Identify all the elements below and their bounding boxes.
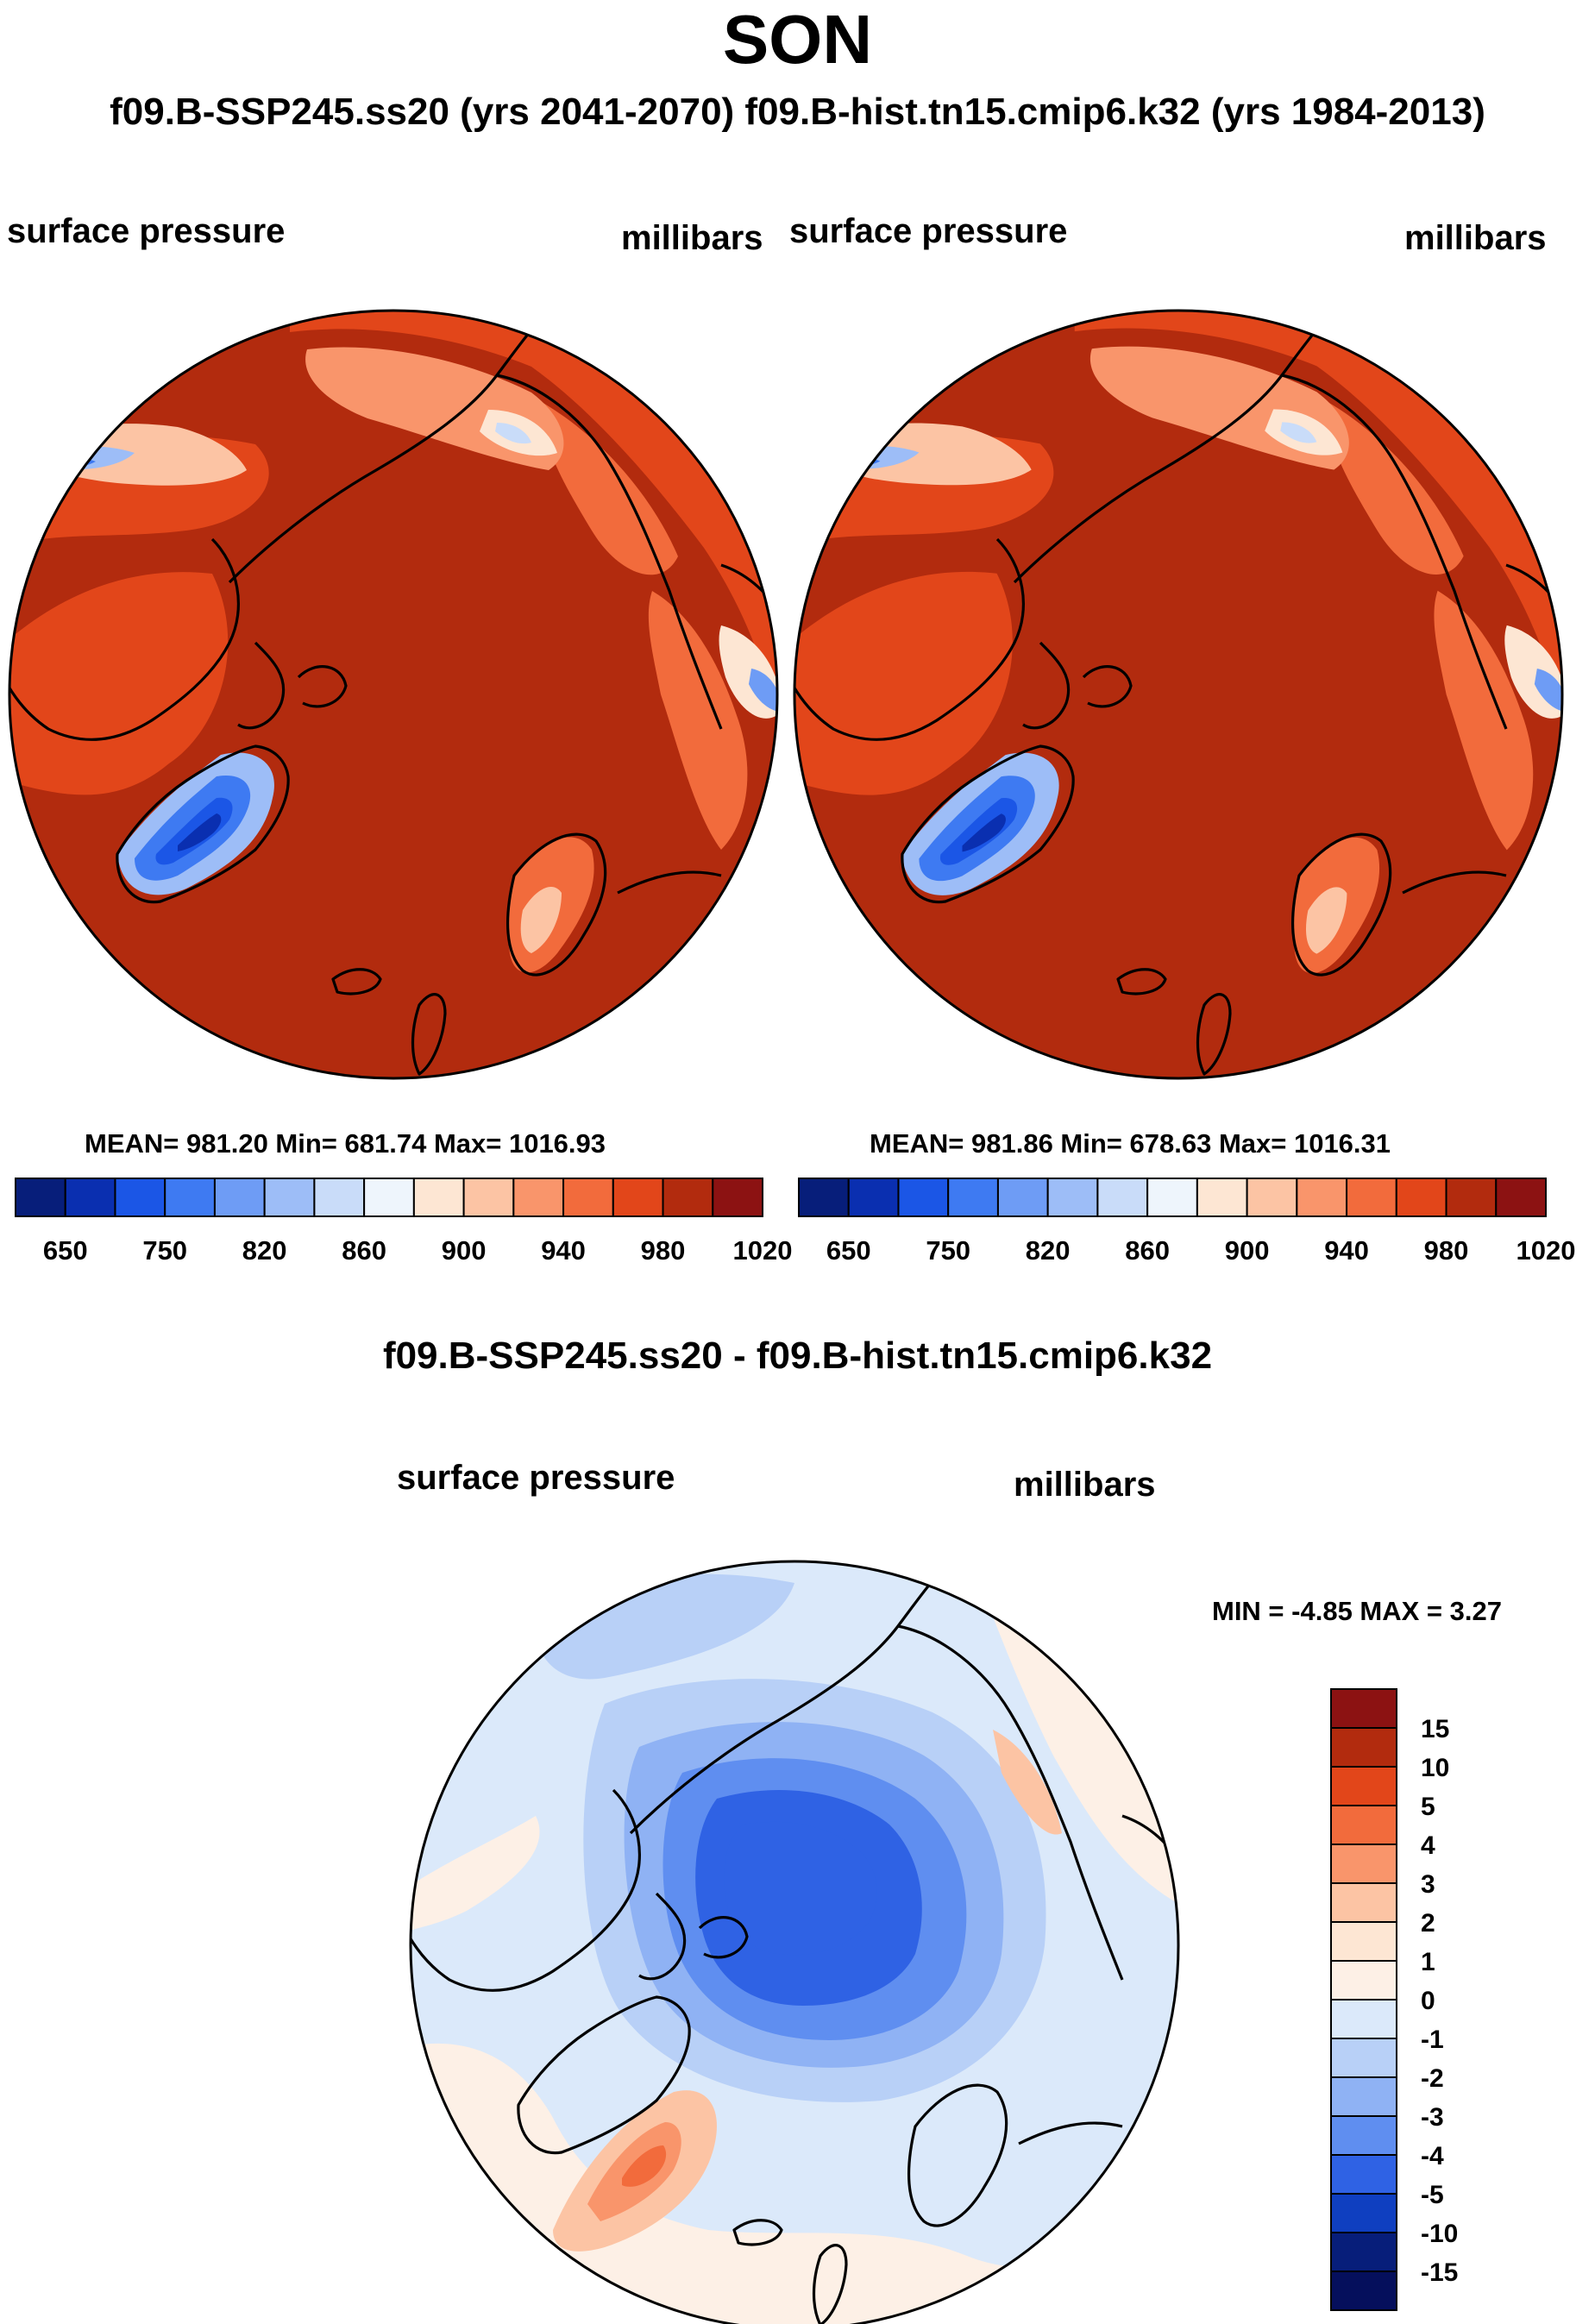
panel1-colorbar-box	[712, 1178, 763, 1217]
difference-title: f09.B-SSP245.ss20 - f09.B-hist.tn15.cmip…	[382, 1335, 1213, 1377]
panel2-colorbar-tick-label: 1020	[1517, 1235, 1576, 1266]
panel1-map-field	[9, 311, 777, 1078]
panel3-map-field	[411, 1561, 1178, 2324]
panel1-colorbar-box	[313, 1178, 366, 1217]
panel1-colorbar-box	[363, 1178, 415, 1217]
panel3-colorbar-box	[1330, 2271, 1397, 2311]
panel3-stats: MIN = -4.85 MAX = 3.27	[1212, 1596, 1502, 1626]
panel1-colorbar-box	[64, 1178, 116, 1217]
panel1-colorbar-box	[562, 1178, 614, 1217]
panel1-colorbar-box	[164, 1178, 216, 1217]
panel3-colorbar-box	[1330, 2038, 1397, 2078]
panel3-colorbar-tick-label: 1	[1421, 1948, 1435, 1976]
panel2-units-label: millibars	[1404, 219, 1547, 257]
panel3-colorbar-tick-label: -1	[1421, 2026, 1444, 2054]
panel1-colorbar-tick-label: 980	[641, 1235, 686, 1266]
panel3-colorbar-box	[1330, 1843, 1397, 1884]
panel1-colorbar-tick-label: 1020	[733, 1235, 793, 1266]
figure-title: SON	[722, 1, 873, 78]
panel2-colorbar-tick-label: 750	[926, 1235, 970, 1266]
panel2-colorbar-box	[1495, 1178, 1548, 1217]
panel2-colorbar-box	[847, 1178, 900, 1217]
panel1-colorbar-box	[612, 1178, 664, 1217]
panel1-colorbar-box	[263, 1178, 316, 1217]
panel3-colorbar-tick-label: 2	[1421, 1909, 1435, 1938]
panel2-colorbar-box	[1296, 1178, 1348, 1217]
panel1-colorbar-tick-label: 820	[242, 1235, 287, 1266]
panel2-colorbar-box	[897, 1178, 950, 1217]
panel2-stats: MEAN= 981.86 Min= 678.63 Max= 1016.31	[870, 1128, 1391, 1159]
panel2-colorbar-tick-label: 650	[826, 1235, 871, 1266]
panel1-colorbar-box	[412, 1178, 465, 1217]
panel1-map-border	[8, 309, 779, 1080]
panel3-variable-label: surface pressure	[397, 1459, 675, 1497]
panel3-colorbar-box	[1330, 1727, 1397, 1768]
panel1-colorbar-box	[462, 1178, 515, 1217]
figure-subtitle: f09.B-SSP245.ss20 (yrs 2041-2070) f09.B-…	[110, 91, 1485, 133]
panel3-colorbar-box	[1330, 1766, 1397, 1806]
panel1-colorbar-box	[15, 1178, 66, 1217]
panel3-colorbar-tick-label: 0	[1421, 1987, 1435, 2015]
panel3-colorbar-tick-label: -5	[1421, 2181, 1444, 2209]
panel2-colorbar: 650 750 820 860 900 940 980 1020	[798, 1178, 1576, 1266]
panel2-colorbar-tick-label: 900	[1225, 1235, 1270, 1266]
panel3-colorbar-box	[1330, 1921, 1397, 1962]
panel1-colorbar-tick-label: 750	[142, 1235, 187, 1266]
panel3-colorbar-tick-label: -3	[1421, 2103, 1444, 2132]
panel2-variable-label: surface pressure	[789, 212, 1068, 250]
panel2-map-field	[794, 311, 1562, 1078]
panel1-variable-label: surface pressure	[7, 212, 286, 250]
panel3-colorbar-tick-label: -2	[1421, 2064, 1444, 2093]
panel2-colorbar-box	[1246, 1178, 1298, 1217]
panel3-map-border	[409, 1560, 1180, 2324]
panel3-colorbar-tick-label: -15	[1421, 2258, 1458, 2287]
panel3-colorbar-tick-label: -10	[1421, 2220, 1458, 2248]
panel3-colorbar-box	[1330, 2076, 1397, 2117]
panel2-colorbar-box	[1346, 1178, 1397, 1217]
panel2-colorbar-box	[1046, 1178, 1099, 1217]
panel2-colorbar-tick-label: 980	[1424, 1235, 1469, 1266]
panel3-colorbar-box	[1330, 2115, 1397, 2156]
panel3-colorbar-tick-label: 15	[1421, 1715, 1449, 1743]
panel1-colorbar-box	[662, 1178, 714, 1217]
panel2-colorbar-box	[1146, 1178, 1198, 1217]
panel3-colorbar-box	[1330, 2154, 1397, 2195]
panel2-colorbar-box	[1096, 1178, 1149, 1217]
panel2-map-border	[793, 309, 1564, 1080]
panel3-colorbar-tick-label: 3	[1421, 1870, 1435, 1899]
panel3-colorbar-tick-label: 4	[1421, 1831, 1435, 1860]
panel1-colorbar-tick-label: 940	[541, 1235, 586, 1266]
panel1-colorbar: 650 750 820 860 900 940 980 1020	[15, 1178, 793, 1266]
panel2-colorbar-box	[798, 1178, 850, 1217]
panel3-colorbar-tick-label: 5	[1421, 1793, 1435, 1821]
panel3-colorbar-box	[1330, 1688, 1397, 1729]
panel3-colorbar-box	[1330, 1805, 1397, 1845]
panel1-units-label: millibars	[621, 219, 763, 257]
panel2-colorbar-tick-label: 820	[1026, 1235, 1071, 1266]
panel2-colorbar-tick-label: 940	[1324, 1235, 1369, 1266]
panel3-colorbar-box	[1330, 1882, 1397, 1923]
panel1-colorbar-box	[213, 1178, 266, 1217]
panel2-colorbar-box	[1395, 1178, 1447, 1217]
panel3-units-label: millibars	[1014, 1466, 1156, 1504]
panel2-colorbar-tick-label: 860	[1125, 1235, 1170, 1266]
panel2-colorbar-box	[947, 1178, 999, 1217]
panel2-colorbar-box	[1196, 1178, 1248, 1217]
panel2-colorbar-box	[996, 1178, 1049, 1217]
panel1-colorbar-tick-label: 650	[43, 1235, 88, 1266]
panel2-colorbar-box	[1445, 1178, 1498, 1217]
panel1-colorbar-box	[114, 1178, 166, 1217]
panel1-colorbar-tick-label: 900	[442, 1235, 487, 1266]
panel3-colorbar-box	[1330, 1960, 1397, 2001]
panel1-colorbar-tick-label: 860	[342, 1235, 386, 1266]
panel3-colorbar-tick-label: 10	[1421, 1754, 1449, 1782]
panel3-colorbar-box	[1330, 2193, 1397, 2233]
panel3-colorbar-tick-label: -4	[1421, 2142, 1444, 2170]
panel1-stats: MEAN= 981.20 Min= 681.74 Max= 1016.93	[85, 1128, 606, 1159]
panel3-colorbar-box	[1330, 2232, 1397, 2272]
panel1-colorbar-box	[512, 1178, 565, 1217]
panel3-colorbar-box	[1330, 1999, 1397, 2039]
